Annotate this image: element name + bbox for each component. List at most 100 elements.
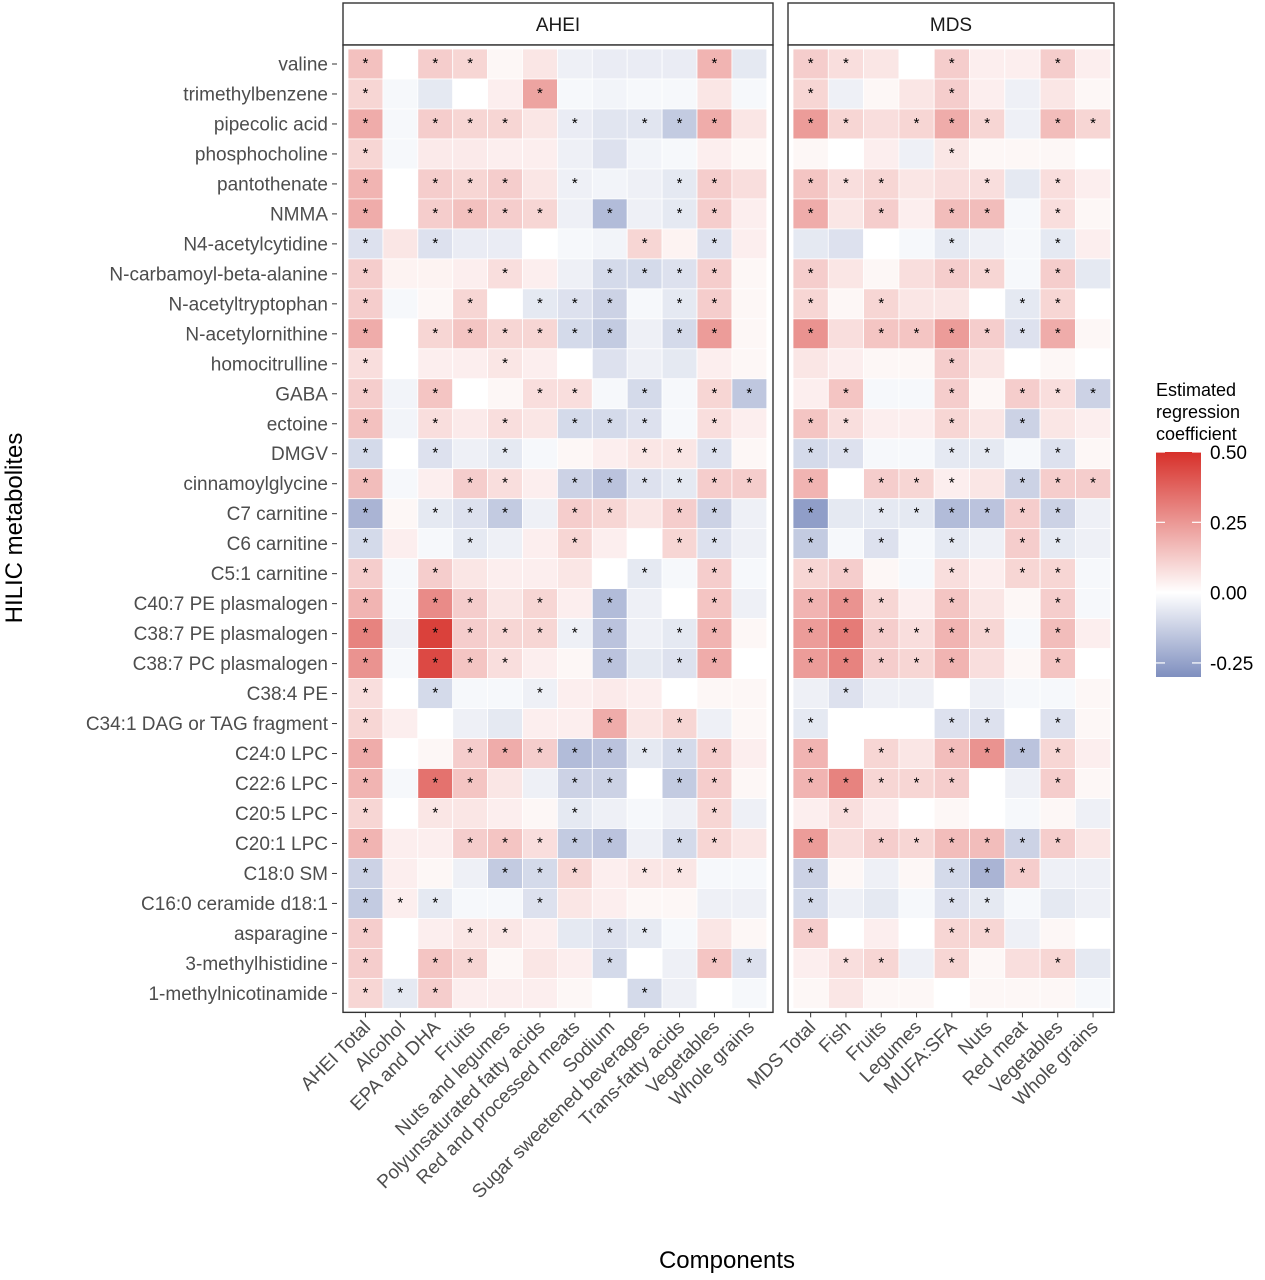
heatmap-cell [1039,48,1076,80]
heatmap-cell [452,198,489,230]
heatmap-cell [827,408,864,440]
significance-star: * [432,625,438,642]
significance-star: * [949,385,955,402]
heatmap-cell [382,888,419,919]
heatmap-cell [661,888,698,919]
heatmap-cell [382,438,419,470]
significance-star: * [712,385,718,402]
significance-star: * [363,145,369,162]
heatmap-cell [452,228,489,260]
significance-star: * [572,864,578,881]
significance-star: * [712,745,718,762]
significance-star: * [432,804,438,821]
heatmap-cell [626,138,663,170]
significance-star: * [363,954,369,971]
heatmap-cell [557,78,593,110]
heatmap-cell [731,48,768,80]
heatmap-cell [661,78,698,110]
heatmap-cell [969,438,1006,470]
heatmap-cell [933,288,970,320]
significance-star: * [1055,55,1061,72]
heatmap-cell [626,78,663,110]
significance-star: * [878,625,884,642]
heatmap-cell [626,948,663,979]
heatmap-cell [382,48,419,80]
heatmap-cell [898,408,935,440]
heatmap-cell [591,858,628,889]
significance-star: * [808,475,814,492]
heatmap-cell [557,738,593,769]
significance-star: * [808,775,814,792]
legend-title-line-3: coefficient [1156,424,1237,444]
heatmap-cell [863,918,900,949]
significance-star: * [712,954,718,971]
heatmap-cell [933,948,970,979]
significance-star: * [843,55,849,72]
significance-star: * [502,265,508,282]
significance-star: * [984,115,990,132]
heatmap-cell [863,648,900,679]
heatmap-cell [731,228,768,260]
heatmap-cell [863,858,900,889]
significance-star: * [677,325,683,342]
significance-star: * [1055,325,1061,342]
significance-star: * [363,175,369,192]
significance-star: * [363,85,369,102]
row-label: C38:7 PE plasmalogen [134,624,328,645]
heatmap-cell [347,648,384,679]
significance-star: * [808,894,814,911]
heatmap-cell [1039,738,1076,769]
heatmap-cell [696,618,733,649]
heatmap-cell [452,318,489,350]
heatmap-cell [452,588,489,620]
heatmap-cell [382,618,419,649]
significance-star: * [808,175,814,192]
significance-star: * [1090,115,1096,132]
significance-star: * [432,445,438,462]
heatmap-cell [1039,558,1076,590]
heatmap-cell [827,708,864,739]
heatmap-cell [696,588,733,620]
heatmap-cell [661,588,698,620]
heatmap-cell [661,198,698,230]
heatmap-cell [452,438,489,470]
heatmap-cell [347,588,384,620]
heatmap-cell [661,408,698,440]
heatmap-cell [731,318,768,350]
heatmap-cell [522,228,558,260]
significance-star: * [397,894,403,911]
heatmap-cell [417,258,454,290]
significance-star: * [878,655,884,672]
heatmap-cell [1039,468,1076,500]
heatmap-cell [557,438,593,470]
significance-star: * [363,355,369,372]
heatmap-cell [792,378,829,410]
heatmap-cell [933,378,970,410]
heatmap-cell [661,828,698,859]
heatmap-cell [557,318,593,350]
heatmap-cell [591,828,628,859]
heatmap-cell [522,948,558,979]
heatmap-cell [863,977,900,1009]
heatmap-cell [1004,108,1041,140]
significance-star: * [808,535,814,552]
heatmap-cell [487,798,523,829]
heatmap-cell [898,48,935,80]
row-label: N4-acetylcytidine [183,234,328,255]
significance-star: * [677,834,683,851]
heatmap-cell [626,738,663,769]
significance-star: * [607,625,613,642]
significance-star: * [949,55,955,72]
heatmap-cell [452,138,489,170]
significance-star: * [677,295,683,312]
heatmap-cell [487,948,523,979]
heatmap-cell [696,228,733,260]
heatmap-cell [591,918,628,949]
significance-star: * [1055,715,1061,732]
heatmap-cell [827,768,864,799]
heatmap-cell [522,708,558,739]
significance-star: * [1055,655,1061,672]
heatmap-cell [1039,768,1076,799]
heatmap-cell [827,78,864,110]
heatmap-cell [382,138,419,170]
